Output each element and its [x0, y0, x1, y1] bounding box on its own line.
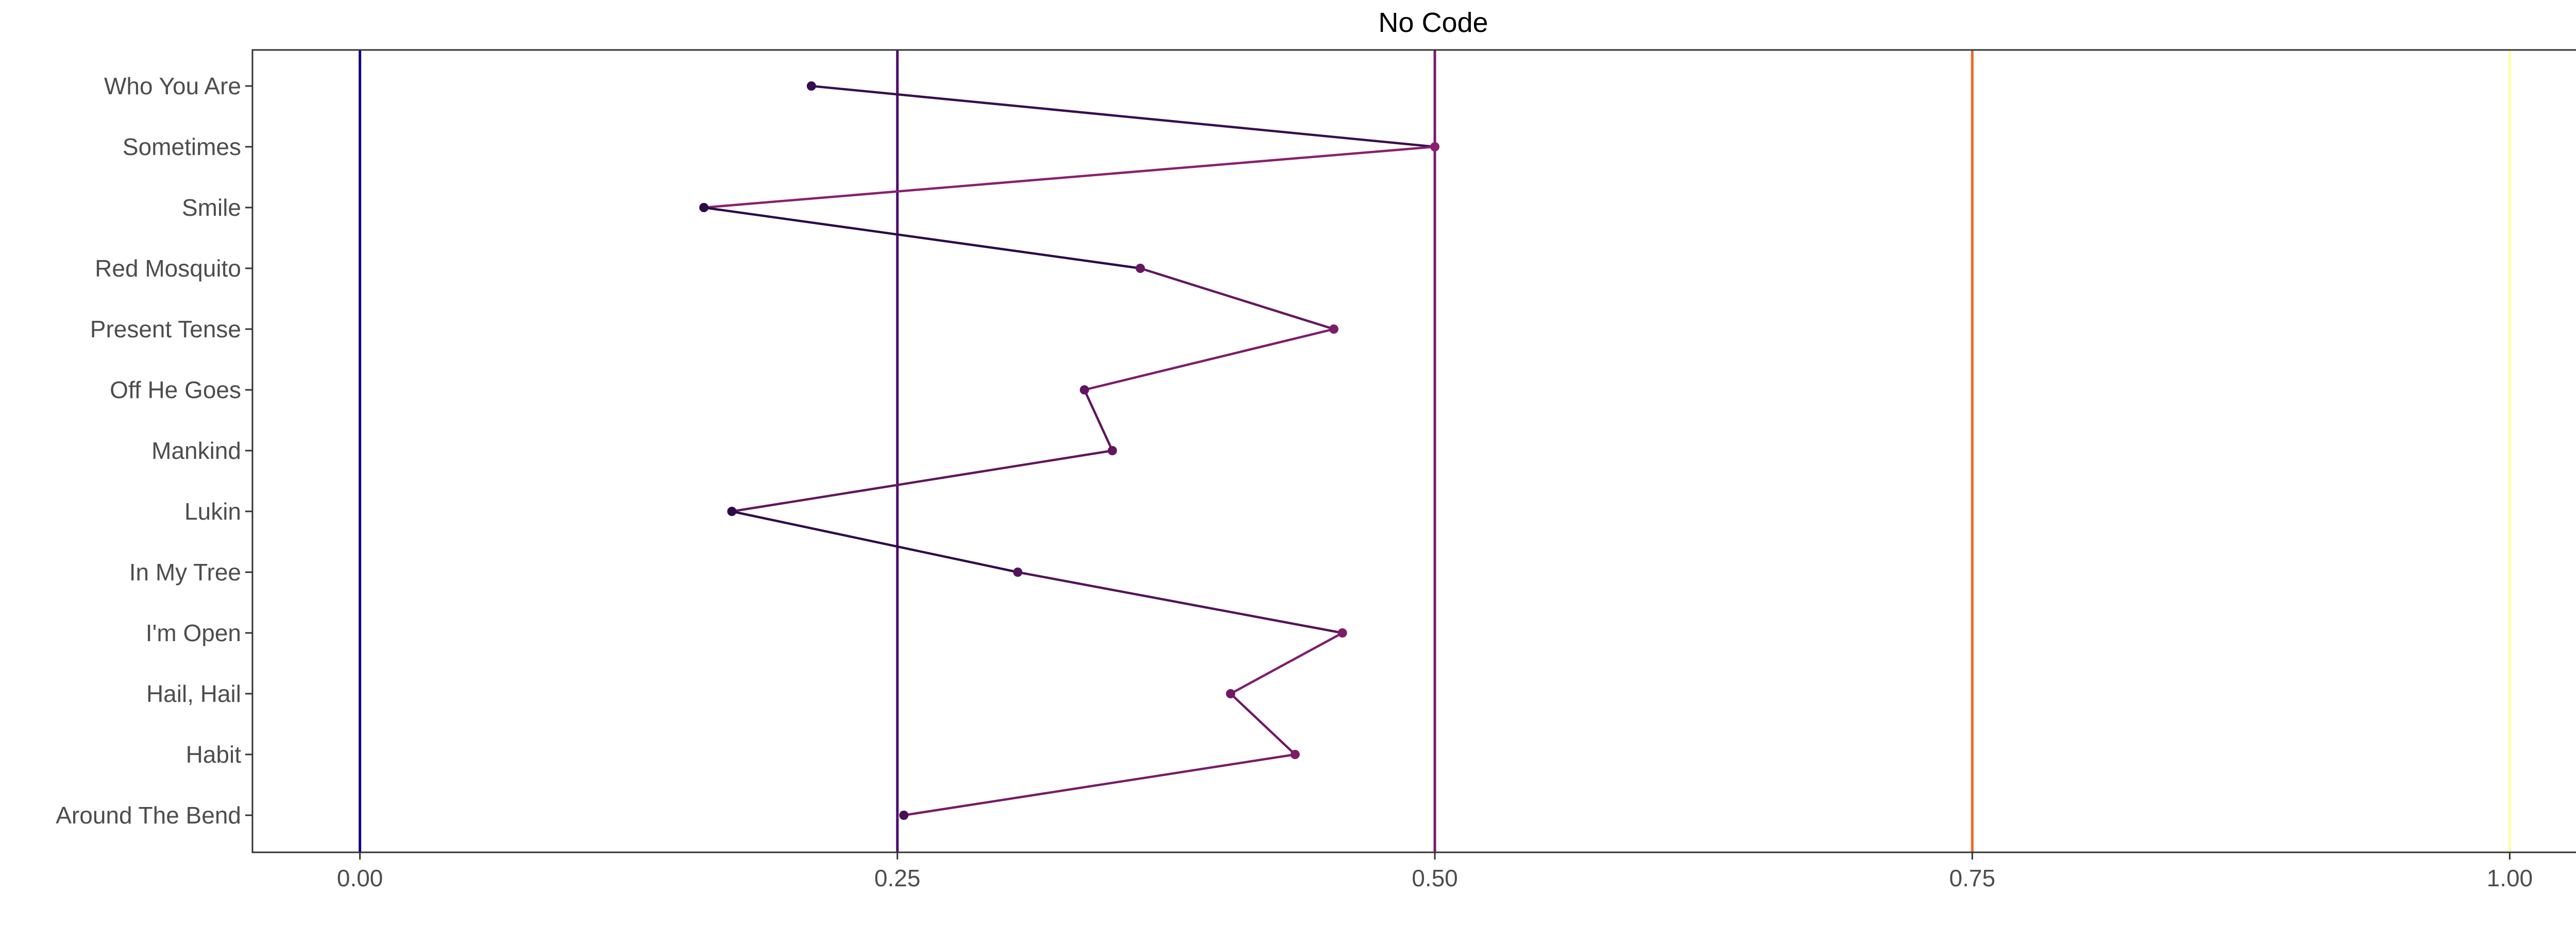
data-point-0: [806, 81, 816, 91]
series-segment-3: [1140, 267, 1334, 331]
x-tick-label-1: 0.25: [874, 865, 921, 891]
y-tick-label-0: Who You Are: [104, 73, 241, 99]
data-point-12: [899, 811, 909, 820]
series: [699, 81, 1439, 820]
x-axis: 0.00 0.25 0.50 0.75 1.00: [337, 852, 2533, 891]
y-axis: Who You Are Sometimes Smile Red Mosquito Pre…: [56, 73, 252, 829]
y-tick-label-5: Off He Goes: [110, 376, 241, 403]
data-point-6: [1108, 446, 1117, 455]
data-point-3: [1136, 264, 1145, 273]
data-point-10: [1226, 689, 1235, 698]
series-segment-5: [1083, 389, 1114, 451]
x-tick-label-0: 0.00: [337, 865, 383, 891]
series-segment-9: [1230, 632, 1343, 695]
x-tick-label-3: 0.75: [1949, 865, 1995, 891]
series-segment-6: [732, 449, 1113, 513]
data-point-11: [1290, 750, 1300, 759]
data-point-4: [1329, 324, 1338, 334]
y-tick-label-10: Hail, Hail: [146, 680, 241, 707]
series-segment-11: [903, 753, 1296, 817]
y-tick-label-7: Lukin: [184, 498, 241, 525]
data-point-8: [1013, 568, 1023, 577]
plot-panel-border: [251, 49, 2576, 853]
chart-title: No Code: [1378, 7, 1488, 38]
y-tick-label-2: Smile: [182, 194, 241, 221]
data-point-2: [699, 203, 709, 212]
data-point-9: [1337, 628, 1347, 638]
reference-lines: [359, 50, 2511, 852]
series-segment-2: [703, 206, 1141, 270]
y-tick-label-8: In My Tree: [129, 559, 241, 586]
series-segment-10: [1230, 693, 1296, 756]
y-tick-label-6: Mankind: [151, 437, 241, 464]
y-tick-label-9: I'm Open: [146, 620, 241, 646]
series-segment-8: [1018, 571, 1343, 634]
data-point-1: [1430, 142, 1439, 151]
x-tick-label-2: 0.50: [1412, 865, 1458, 891]
series-segment-0: [811, 84, 1435, 148]
y-tick-label-4: Present Tense: [90, 316, 241, 342]
y-tick-label-1: Sometimes: [123, 133, 241, 160]
y-tick-label-3: Red Mosquito: [95, 255, 241, 282]
series-segment-4: [1084, 328, 1334, 391]
series-segment-7: [732, 510, 1018, 574]
y-tick-label-12: Around The Bend: [56, 802, 241, 829]
y-tick-label-11: Habit: [186, 741, 242, 768]
data-point-7: [727, 507, 737, 516]
data-point-5: [1079, 385, 1089, 394]
x-tick-label-4: 1.00: [2487, 865, 2533, 891]
series-segment-1: [704, 145, 1435, 209]
